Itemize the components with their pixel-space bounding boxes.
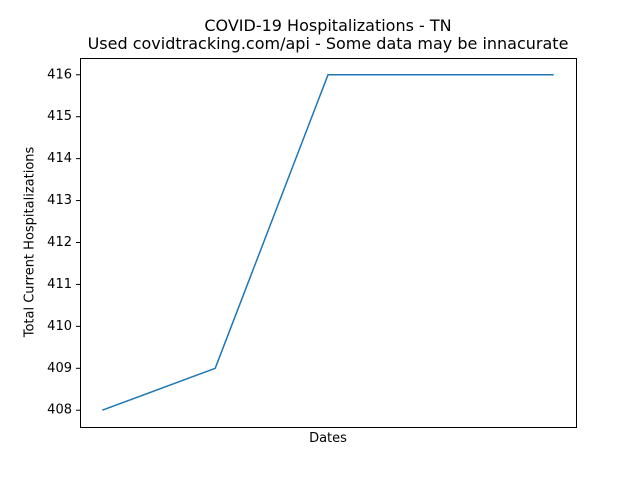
chart-title: COVID-19 Hospitalizations - TN (204, 16, 452, 35)
y-tick-label: 408 (47, 403, 72, 418)
series-layer (102, 74, 554, 411)
y-tick-label: 413 (47, 193, 72, 208)
chart-subtitle: Used covidtracking.com/api - Some data m… (87, 34, 569, 53)
y-axis: 408 409 410 411 412 413 414 415 416 (47, 67, 80, 418)
plot-frame (80, 58, 577, 428)
x-axis-label: Dates (309, 431, 347, 446)
y-tick-label: 414 (47, 151, 72, 166)
series-line-0 (102, 74, 554, 411)
y-tick-label: 415 (47, 109, 72, 124)
y-tick-label: 409 (47, 361, 72, 376)
y-axis-label: Total Current Hospitalizations (22, 146, 38, 338)
y-tick-label: 412 (47, 235, 72, 250)
y-tick-label: 416 (47, 67, 72, 82)
y-tick-label: 411 (47, 277, 72, 292)
y-tick-label: 410 (47, 319, 72, 334)
